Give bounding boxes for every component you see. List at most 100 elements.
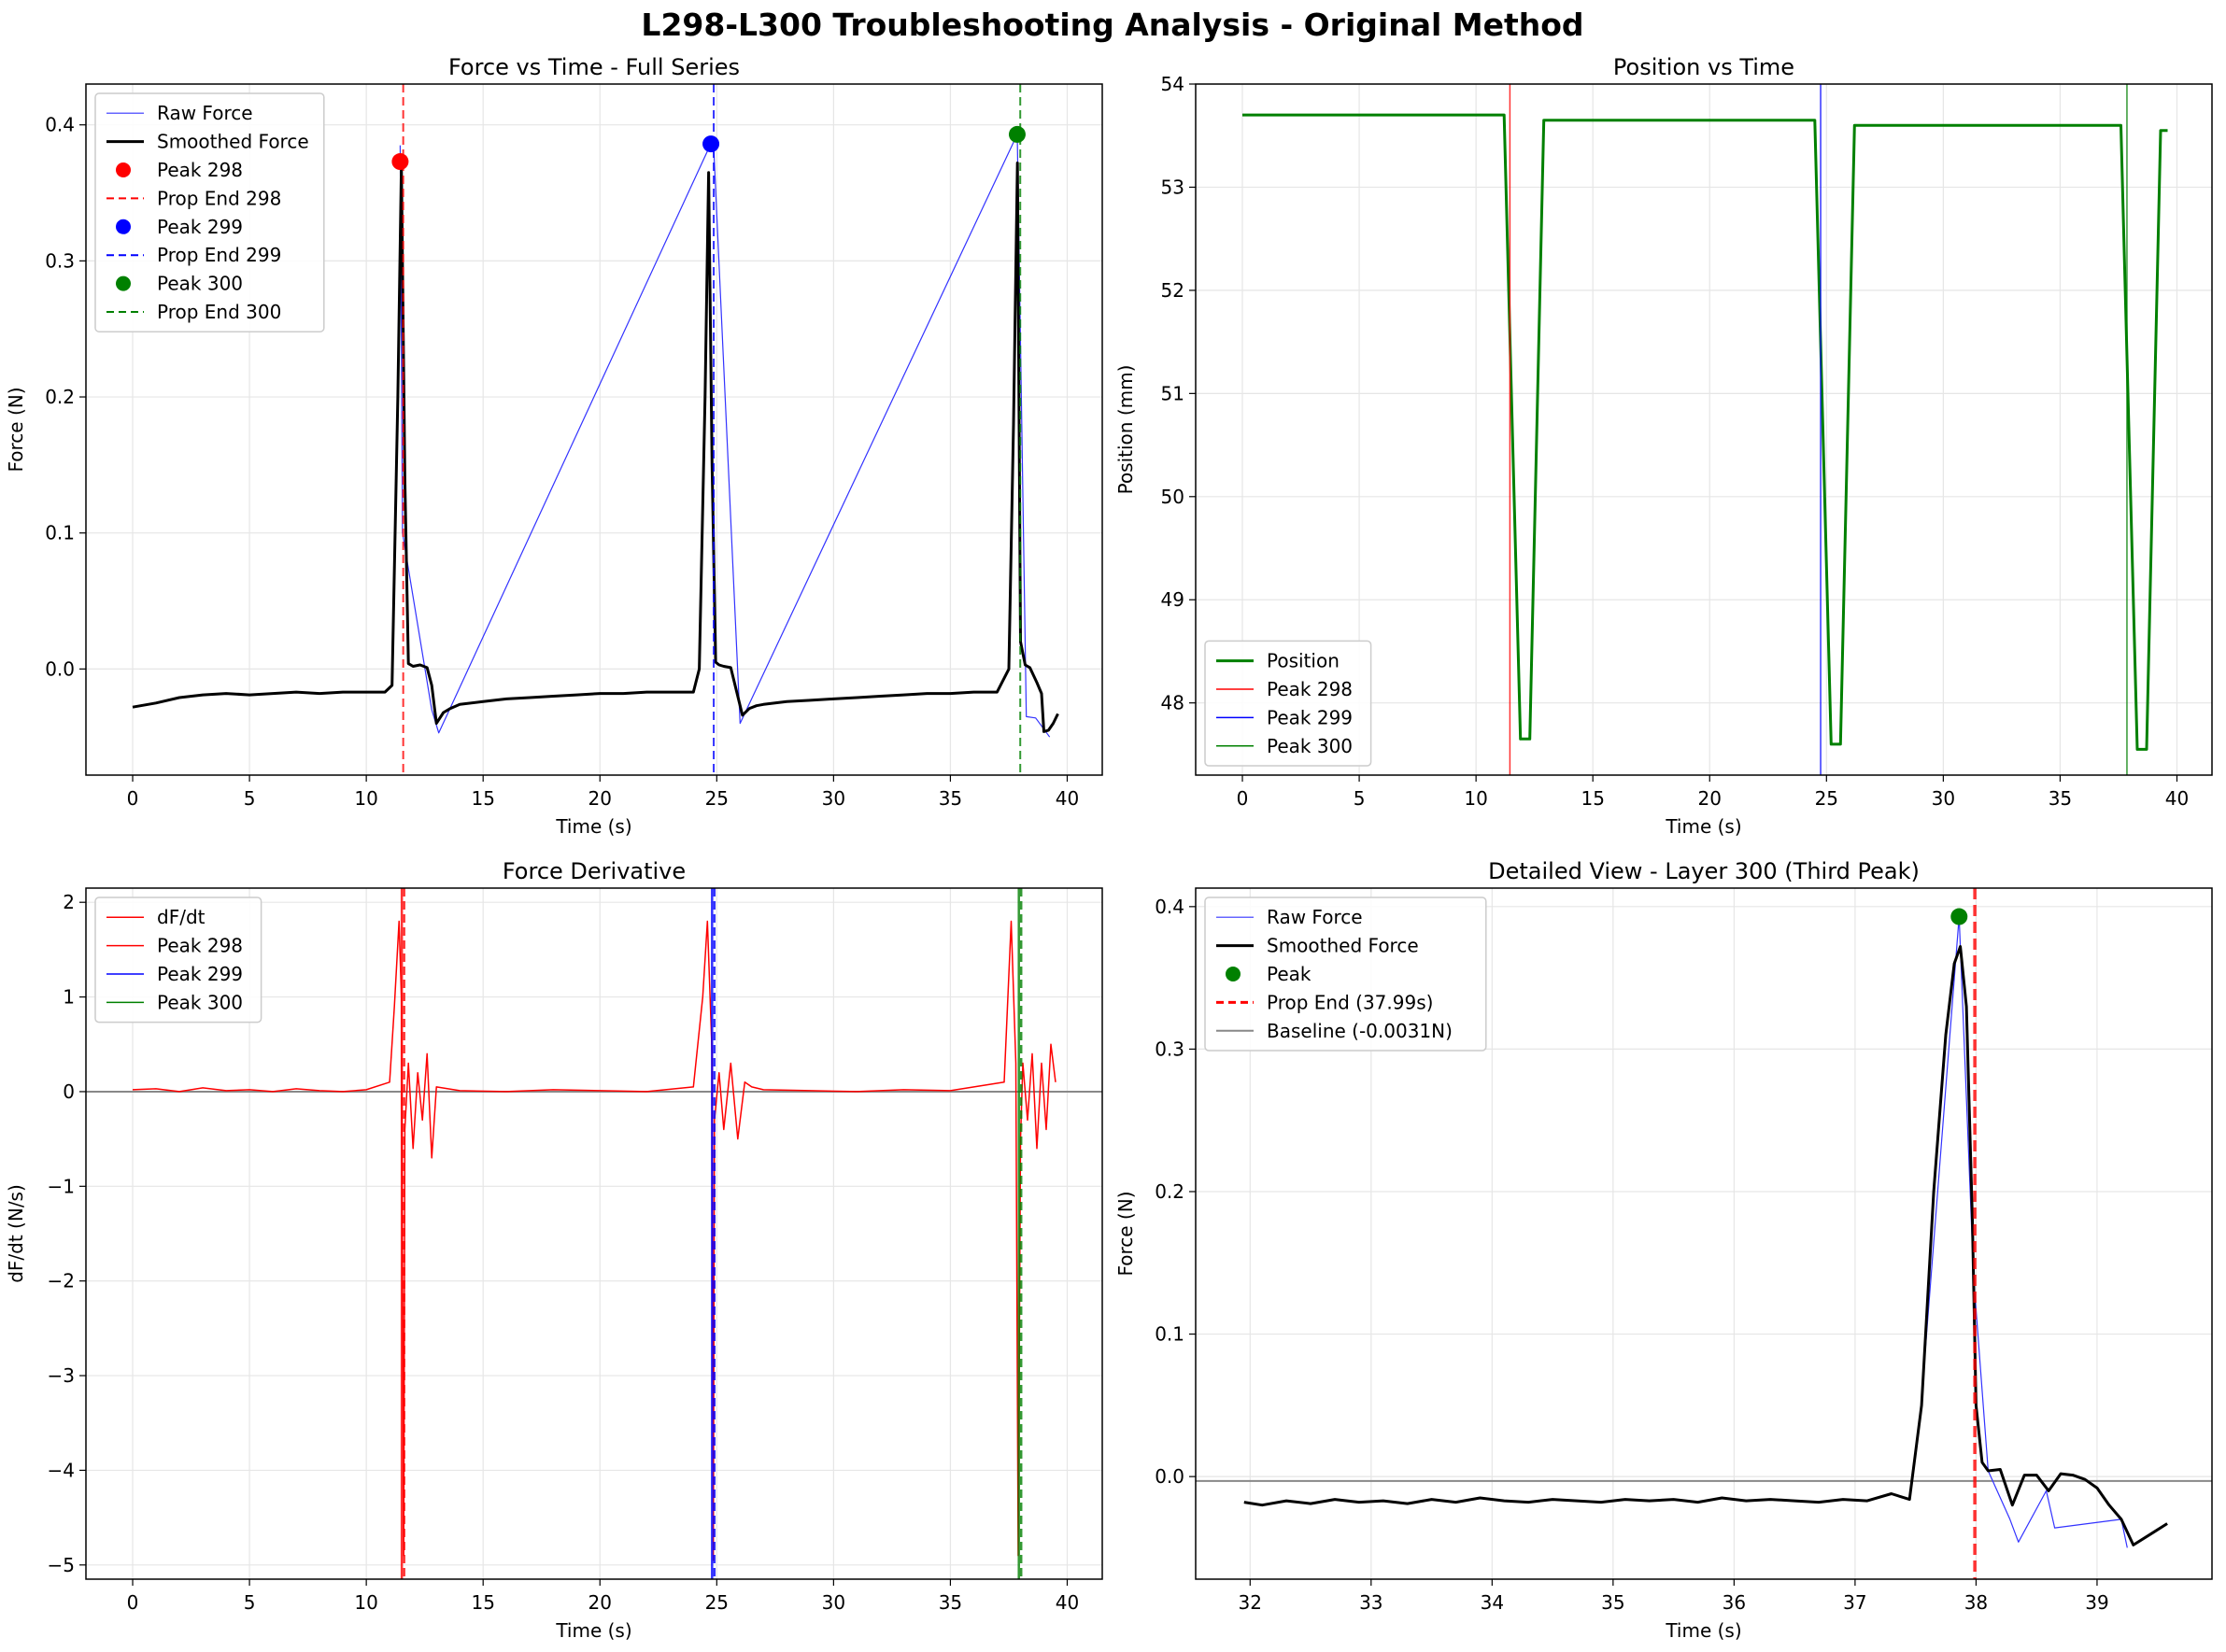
x-tick-label: 40 xyxy=(1056,1591,1079,1614)
axes-frame xyxy=(85,83,1103,776)
plot-area xyxy=(132,84,1059,775)
legend-item-peak-300: Peak 300 xyxy=(116,273,243,295)
axes-title: Force Derivative xyxy=(503,858,686,884)
legend-label: Peak 300 xyxy=(157,991,243,1013)
y-tick-label: −1 xyxy=(48,1175,75,1197)
marker-peak-300 xyxy=(1008,125,1026,143)
legend-item-peak-299: Peak 299 xyxy=(1216,706,1353,728)
x-tick-label: 34 xyxy=(1481,1591,1504,1614)
x-tick-label: 20 xyxy=(588,1591,612,1614)
legend-label: dF/dt xyxy=(157,906,206,928)
legend-label: Raw Force xyxy=(1267,906,1363,928)
y-tick-label: 52 xyxy=(1161,279,1184,302)
legend-label: Peak 299 xyxy=(157,216,243,238)
y-tick-label: 0 xyxy=(63,1080,75,1103)
legend-label: Raw Force xyxy=(157,102,253,124)
x-tick-label: 38 xyxy=(1964,1591,1988,1614)
marker-peak-298 xyxy=(391,153,409,171)
y-tick-label: 0.3 xyxy=(45,249,75,272)
panel-detailed-view: 32 33 34 35 36 37 38 39 0.0 0.1 0.2 0.3 0.4 Detailed … xyxy=(1114,858,2213,1642)
x-tick-label: 25 xyxy=(705,1591,729,1614)
legend: Position Peak 298 Peak 299 Peak 300 xyxy=(1204,640,1372,767)
series-position xyxy=(1242,113,2168,751)
y-tick-label: 2 xyxy=(63,891,75,913)
x-tick-label: 10 xyxy=(354,1591,377,1614)
legend-item-raw-force: Raw Force xyxy=(106,102,253,124)
y-tick-label: 0.1 xyxy=(1155,1323,1184,1346)
legend-label: Smoothed Force xyxy=(1267,935,1419,957)
x-tick-label: 15 xyxy=(471,787,494,810)
x-tick-label: 0 xyxy=(1237,787,1249,810)
plot-area xyxy=(1196,888,2212,1579)
y-tick-label: 0.2 xyxy=(1155,1180,1184,1203)
legend-item-peak-299: Peak 299 xyxy=(106,963,243,985)
y-tick-label: 49 xyxy=(1161,588,1184,611)
panel-force-derivative: 0 5 10 15 20 25 30 35 40 −5 −4 −3 −2 −1 0 1 2 Force Deriv… xyxy=(5,858,1103,1642)
legend: Raw Force Smoothed Force Peak Prop End (37.… xyxy=(1204,897,1487,1052)
x-tick-label: 39 xyxy=(2085,1591,2108,1614)
legend-marker xyxy=(1226,967,1241,981)
x-tick-label: 20 xyxy=(1698,787,1722,810)
x-tick-label: 15 xyxy=(471,1591,494,1614)
legend-label: Peak 300 xyxy=(1267,735,1353,757)
x-tick-label: 40 xyxy=(1056,787,1079,810)
y-axis-label: Force (N) xyxy=(1114,1191,1137,1276)
y-tick-label: 0.0 xyxy=(45,657,75,680)
legend-item-smoothed-force: Smoothed Force xyxy=(106,131,309,153)
x-tick-label: 25 xyxy=(1815,787,1838,810)
x-tick-label: 0 xyxy=(127,1591,139,1614)
x-tick-label: 35 xyxy=(939,1591,962,1614)
y-tick-label: 53 xyxy=(1161,176,1184,198)
legend-label: Peak 299 xyxy=(1267,706,1353,728)
legend-item-prop-end-298: Prop End 298 xyxy=(106,187,281,209)
x-axis-label: Time (s) xyxy=(555,815,631,838)
legend-item-peak-300: Peak 300 xyxy=(106,991,243,1013)
legend-label: Prop End 298 xyxy=(157,187,281,209)
legend-label: Prop End 299 xyxy=(157,244,281,266)
x-tick-label: 35 xyxy=(2049,787,2072,810)
x-tick-label: 32 xyxy=(1239,1591,1262,1614)
legend: dF/dt Peak 298 Peak 299 Peak 300 xyxy=(94,897,262,1024)
x-tick-label: 5 xyxy=(244,787,256,810)
legend-item-position: Position xyxy=(1216,650,1340,672)
y-axis-label: Position (mm) xyxy=(1114,365,1137,495)
y-tick-label: −4 xyxy=(48,1459,75,1481)
legend-label: Smoothed Force xyxy=(157,131,309,153)
legend-label: Prop End (37.99s) xyxy=(1267,991,1433,1013)
legend-box xyxy=(1204,640,1372,767)
panel-position-vs-time: 0 5 10 15 20 25 30 35 40 48 49 50 51 52 53 54 Position v… xyxy=(1114,54,2213,838)
marker-peak xyxy=(1950,908,1968,925)
legend-label: Peak 298 xyxy=(157,935,243,957)
x-tick-label: 36 xyxy=(1723,1591,1746,1614)
x-axis-label: Time (s) xyxy=(1665,1619,1741,1642)
axes-frame xyxy=(85,887,1103,1580)
x-tick-label: 10 xyxy=(1464,787,1487,810)
legend-label: Peak 298 xyxy=(157,159,243,181)
y-tick-label: 0.3 xyxy=(1155,1038,1184,1060)
legend-item-baseline-0-0031n: Baseline (-0.0031N) xyxy=(1216,1020,1453,1042)
x-tick-label: 35 xyxy=(939,787,962,810)
legend-label: Peak 299 xyxy=(157,963,243,985)
legend-marker xyxy=(116,275,131,291)
x-tick-label: 5 xyxy=(1354,787,1366,810)
legend-item-peak-299: Peak 299 xyxy=(116,216,243,238)
series-df-dt xyxy=(132,920,1056,1561)
x-tick-label: 40 xyxy=(2165,787,2189,810)
legend-item-peak-298: Peak 298 xyxy=(116,159,243,181)
x-tick-label: 33 xyxy=(1359,1591,1382,1614)
legend-label: Position xyxy=(1267,650,1340,672)
panel-force-vs-time: 0 5 10 15 20 25 30 35 40 0.0 0.1 0.2 0.3 0.4 Force vs … xyxy=(5,54,1103,838)
y-axis-label: Force (N) xyxy=(5,387,27,472)
legend-label: Peak xyxy=(1267,963,1311,985)
y-tick-label: −3 xyxy=(48,1364,75,1387)
legend-label: Baseline (-0.0031N) xyxy=(1267,1020,1453,1042)
y-tick-label: 0.1 xyxy=(45,522,75,544)
plot-area xyxy=(1242,84,2168,775)
series-raw-force xyxy=(1921,915,2128,1548)
series-raw-force xyxy=(399,134,1051,738)
x-tick-label: 10 xyxy=(354,787,377,810)
figure-title: L298-L300 Troubleshooting Analysis - Ori… xyxy=(641,7,1583,43)
series-smoothed-force xyxy=(1243,945,2168,1546)
legend-item-prop-end-300: Prop End 300 xyxy=(106,301,281,323)
